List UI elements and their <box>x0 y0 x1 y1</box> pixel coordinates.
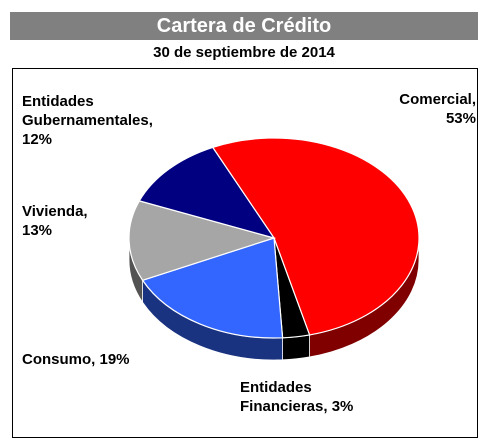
data-label: Comercial, 53% <box>399 91 476 127</box>
pie-slice <box>211 137 420 336</box>
data-label: Vivienda, 13% <box>22 203 88 239</box>
chart: Cartera de Crédito 30 de septiembre de 2… <box>10 12 478 438</box>
data-label: Entidades Financieras, 3% <box>240 379 354 415</box>
pie-slice <box>128 200 277 281</box>
pie-slice <box>141 237 284 339</box>
pie-slice <box>138 146 276 240</box>
data-label: Consumo, 19% <box>22 351 130 368</box>
pie-side <box>282 334 310 361</box>
chart-title: Cartera de Crédito <box>10 12 478 40</box>
chart-subtitle: 30 de septiembre de 2014 <box>153 44 335 61</box>
data-label: Entidades Gubernamentales, 12% <box>22 93 153 148</box>
pie <box>128 137 420 361</box>
